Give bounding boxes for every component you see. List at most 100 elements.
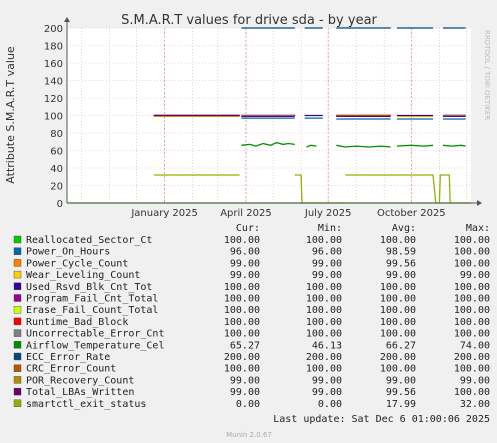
legend-row: Power_On_Hours 96.00 96.00 98.59 100.00: [13, 247, 490, 258]
legend-value-cur: 200.00: [224, 352, 260, 363]
legend-value-max: 100.00: [454, 329, 490, 340]
legend-series-name: Power_Cycle_Count: [26, 258, 128, 269]
y-tick-label: 20: [50, 182, 63, 193]
y-tick-label: 60: [50, 147, 63, 158]
series-line-segment: [306, 144, 317, 148]
legend-series-name: Airflow_Temperature_Cel: [26, 340, 164, 351]
legend-value-min: 100.00: [306, 294, 342, 305]
legend-row: Erase_Fail_Count_Total 100.00 100.00 100.00…: [13, 305, 490, 316]
legend-series-name: Uncorrectable_Error_Cnt: [26, 329, 164, 340]
legend-color-swatch: [13, 235, 22, 244]
legend-value-min: 100.00: [306, 329, 342, 340]
y-tick-label: 0: [57, 199, 63, 210]
legend-series-name: Wear_Leveling_Count: [26, 270, 140, 281]
legend-series-name: Runtime_Bad_Block: [26, 317, 128, 328]
legend-value-avg: 100.00: [380, 282, 416, 293]
y-tick-label: 80: [50, 129, 63, 140]
legend-value-avg: 99.00: [386, 270, 416, 281]
legend-value-min: 200.00: [306, 352, 342, 363]
legend-value-min: 99.00: [312, 375, 342, 386]
legend-value-min: 96.00: [312, 247, 342, 258]
y-tick-label: 100: [44, 112, 63, 123]
munin-version-footer: Munin 2.0.67: [226, 431, 272, 439]
legend-value-min: 100.00: [306, 364, 342, 375]
legend-value-min: 100.00: [306, 305, 342, 316]
legend-value-cur: 99.00: [230, 375, 260, 386]
chart-title: S.M.A.R.T values for drive sda - by year: [121, 13, 377, 28]
legend-series-name: Program_Fail_Cnt_Total: [26, 294, 158, 305]
legend: Reallocated_Sector_Ct 100.00 100.00 100.00 1…: [13, 235, 490, 410]
legend-value-min: 99.00: [312, 258, 342, 269]
legend-value-max: 100.00: [454, 235, 490, 246]
legend-series-name: POR_Recovery_Count: [26, 375, 134, 386]
x-tick-label: April 2025: [220, 208, 271, 219]
legend-value-min: 100.00: [306, 235, 342, 246]
legend-value-max: 100.00: [454, 387, 490, 398]
legend-value-avg: 66.27: [386, 340, 416, 351]
legend-value-max: 100.00: [454, 247, 490, 258]
legend-value-avg: 100.00: [380, 329, 416, 340]
legend-value-max: 100.00: [454, 305, 490, 316]
rrdtool-watermark: RRDTOOL / TOBI OETIKER: [483, 30, 491, 120]
legend-color-swatch: [13, 306, 22, 314]
legend-color-swatch: [13, 247, 22, 255]
legend-color-swatch: [13, 317, 22, 326]
legend-value-avg: 99.56: [386, 258, 416, 269]
series-airflow-temperature-cel: [241, 141, 466, 148]
series-total-lbas-written: [153, 114, 466, 118]
series-line-segment: [442, 144, 466, 147]
legend-row: ECC_Error_Rate 200.00 200.00 200.00 200.00: [13, 352, 490, 363]
y-tick-labels: 0 20 40 60 80 100 120 140 160 180 200: [44, 24, 63, 210]
legend-series-name: ECC_Error_Rate: [26, 352, 110, 363]
legend-row: Airflow_Temperature_Cel 65.27 46.13 66.27 74…: [13, 340, 490, 351]
legend-value-avg: 100.00: [380, 235, 416, 246]
legend-value-max: 200.00: [454, 352, 490, 363]
legend-color-swatch: [13, 364, 22, 372]
legend-value-avg: 100.00: [380, 305, 416, 316]
legend-value-avg: 100.00: [380, 294, 416, 305]
legend-series-name: Power_On_Hours: [26, 247, 110, 258]
legend-value-avg: 100.00: [380, 317, 416, 328]
y-axis-arrow: [64, 17, 70, 22]
legend-row: Uncorrectable_Error_Cnt 100.00 100.00 100.0…: [13, 329, 490, 340]
legend-value-min: 99.00: [312, 270, 342, 281]
series-line-segment: [241, 141, 295, 147]
legend-row: smartctl_exit_status 0.00 0.00 17.99 32.00: [13, 399, 490, 410]
legend-header: Cur: Min: Avg: Max:: [236, 223, 490, 234]
legend-value-max: 100.00: [454, 294, 490, 305]
legend-value-max: 32.00: [460, 399, 490, 410]
legend-value-cur: 100.00: [224, 329, 260, 340]
last-update-text: Last update: Sat Dec 6 01:00:06 2025: [273, 414, 490, 425]
legend-series-name: Used_Rsvd_Blk_Cnt_Tot: [26, 282, 152, 293]
legend-value-avg: 17.99: [386, 399, 416, 410]
legend-value-max: 74.00: [460, 340, 490, 351]
legend-color-swatch: [13, 329, 22, 337]
legend-value-cur: 65.27: [230, 340, 260, 351]
legend-row: POR_Recovery_Count 99.00 99.00 99.00 99.00: [13, 375, 490, 386]
x-axis-arrow: [477, 200, 482, 206]
legend-value-max: 99.00: [460, 270, 490, 281]
legend-series-name: Erase_Fail_Count_Total: [26, 305, 158, 316]
legend-header-min: Min:: [318, 223, 342, 234]
legend-value-min: 99.00: [312, 387, 342, 398]
y-tick-label: 120: [44, 94, 63, 105]
legend-color-swatch: [13, 259, 22, 267]
y-tick-label: 140: [44, 77, 63, 88]
series-line-segment: [336, 144, 391, 148]
y-axis-label: Attribute S.M.A.R.T value: [4, 46, 17, 184]
axes: [64, 17, 482, 206]
x-tick-label: July 2025: [304, 208, 352, 219]
legend-value-cur: 100.00: [224, 364, 260, 375]
legend-color-swatch: [13, 294, 22, 302]
legend-color-swatch: [13, 341, 22, 349]
legend-value-cur: 100.00: [224, 317, 260, 328]
legend-value-max: 100.00: [454, 317, 490, 328]
legend-value-cur: 99.00: [230, 270, 260, 281]
y-tick-label: 180: [44, 42, 63, 53]
legend-row: Reallocated_Sector_Ct 100.00 100.00 100.00 1…: [13, 235, 490, 246]
legend-value-max: 100.00: [454, 364, 490, 375]
y-tick-label: 40: [50, 164, 63, 175]
legend-row: Wear_Leveling_Count 99.00 99.00 99.00 99.00: [13, 270, 490, 281]
legend-color-swatch: [13, 376, 22, 384]
